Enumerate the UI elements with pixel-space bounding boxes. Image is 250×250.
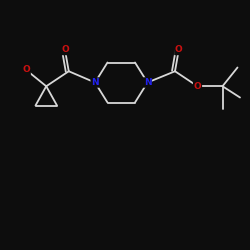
Text: O: O bbox=[194, 82, 202, 91]
Text: N: N bbox=[144, 78, 151, 87]
Text: O: O bbox=[22, 66, 30, 74]
Text: O: O bbox=[175, 46, 182, 54]
Text: N: N bbox=[91, 78, 99, 87]
Text: O: O bbox=[61, 46, 69, 54]
